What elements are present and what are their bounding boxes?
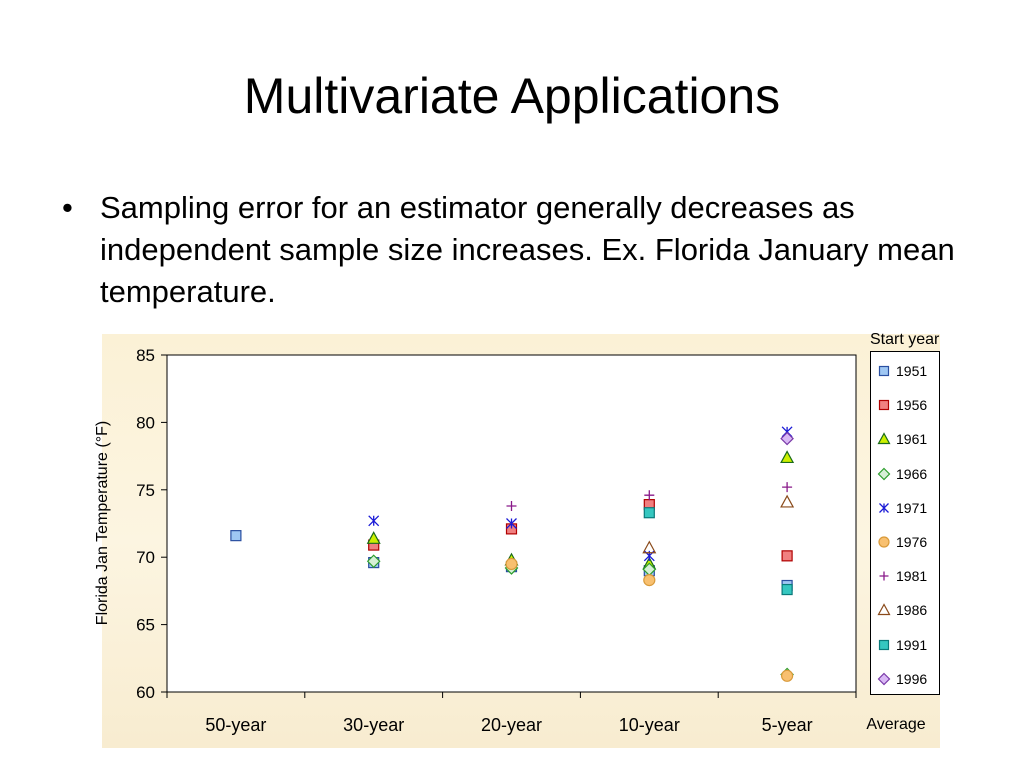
data-point-1976: [643, 574, 656, 587]
series-1986: [642, 494, 795, 554]
legend-marker: [878, 400, 890, 411]
y-tick-label: 60: [136, 683, 155, 702]
data-point-1951: [230, 530, 242, 542]
legend-label: 1956: [896, 397, 928, 414]
legend-label: 1966: [896, 465, 928, 482]
legend-marker: [877, 467, 891, 480]
legend-marker: [877, 672, 891, 686]
y-tick-label: 75: [136, 481, 155, 500]
legend-marker-1956: [878, 400, 890, 411]
legend-marker-1976: [878, 536, 890, 548]
bullet-symbol: •: [62, 190, 73, 225]
data-point-1981: [782, 482, 793, 493]
x-tick-label: 20-year: [481, 715, 542, 735]
legend-label: 1976: [896, 534, 928, 550]
legend-label: 1961: [896, 431, 928, 448]
data-point-1961: [366, 531, 381, 544]
data-point-1991: [643, 507, 655, 519]
data-point-1966: [366, 554, 381, 569]
data-point-1996: [780, 431, 794, 446]
legend-marker: [878, 365, 890, 377]
legend-marker-1961: [877, 432, 891, 445]
data-point-1981: [644, 490, 655, 501]
y-tick-label: 70: [136, 548, 155, 567]
legend-title: Start year: [870, 331, 940, 348]
data-points: [230, 426, 795, 682]
legend-marker-1996: [877, 672, 891, 686]
legend-label: 1996: [896, 670, 928, 687]
legend-marker: [878, 536, 890, 548]
data-point-1986: [780, 494, 795, 508]
series-1991: [643, 507, 793, 596]
data-point-1956: [781, 550, 793, 562]
axes: 60 65 70 75 80 85 50-year 30-year 20-year 10-year…: [136, 346, 857, 735]
legend-marker-1951: [878, 365, 890, 377]
data-point-1971: [368, 515, 380, 527]
y-tick-label: 80: [136, 413, 155, 432]
legend-marker: [879, 502, 889, 513]
data-point-1976: [780, 669, 794, 682]
legend-label: 1971: [896, 499, 928, 516]
data-point-1991: [781, 583, 793, 596]
legend-marker-1986: [877, 603, 891, 616]
legend-marker: [879, 571, 889, 581]
y-tick-label: 65: [136, 616, 155, 635]
legend-marker: [877, 432, 891, 445]
x-tick-label: 50-year: [205, 715, 266, 735]
legend-marker-1966: [877, 467, 891, 480]
legend-label: 1986: [896, 602, 928, 619]
x-tick-label: 10-year: [619, 715, 680, 735]
x-axis-label: Average: [866, 716, 925, 733]
y-axis-label: Florida Jan Temperature (°F): [94, 421, 111, 625]
data-point-1961: [780, 450, 795, 464]
series-1976: [505, 557, 794, 682]
legend-marker-1991: [878, 639, 890, 650]
legend-marker-1971: [879, 502, 889, 513]
y-tick-label: 85: [136, 346, 155, 365]
bullet-text: Sampling error for an estimator generall…: [100, 190, 955, 309]
data-point-1971: [506, 518, 517, 529]
legend-marker: [878, 639, 890, 650]
legend-label: 1991: [896, 636, 928, 653]
slide-title: Multivariate Applications: [243, 68, 781, 124]
series-1996: [780, 431, 794, 446]
legend-label: 1951: [896, 363, 928, 379]
x-tick-label: 30-year: [343, 715, 404, 735]
data-point-1986: [642, 540, 657, 554]
data-point-1981: [506, 500, 517, 511]
legend-label: 1981: [896, 568, 928, 585]
series-1981: [506, 482, 793, 511]
legend-marker-1981: [879, 571, 889, 581]
legend: 1951 1956 1961 1966 1971 1976 1981 1986 1991 1996: [870, 351, 940, 695]
x-tick-label: 5-year: [762, 715, 813, 735]
legend-marker: [877, 603, 891, 616]
data-point-1976: [505, 557, 518, 571]
